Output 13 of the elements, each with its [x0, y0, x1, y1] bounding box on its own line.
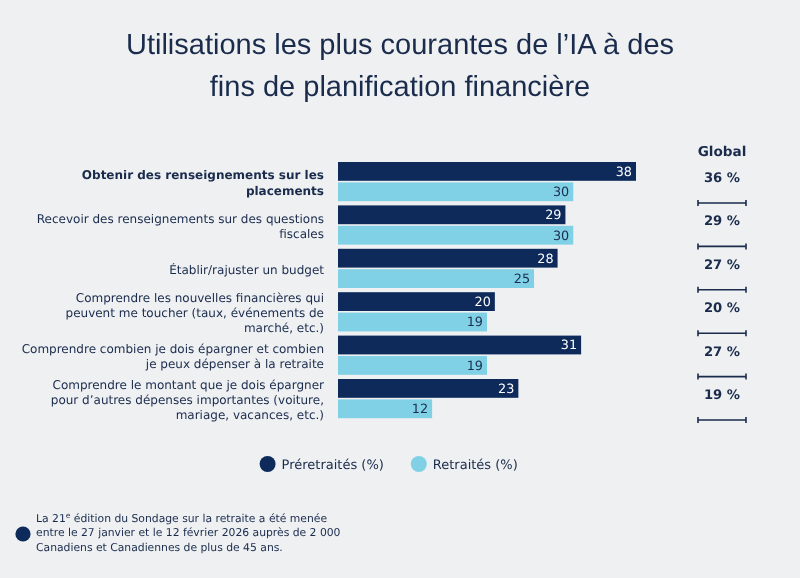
chart-title: Utilisations les plus courantes de l’IA à des fins de planification financière — [125, 30, 675, 104]
bar — [338, 248, 558, 268]
bar — [338, 225, 574, 245]
bar — [338, 162, 636, 181]
bar — [338, 312, 487, 332]
bar — [338, 269, 535, 288]
bar — [338, 292, 495, 311]
bar — [338, 182, 574, 202]
bar — [338, 356, 487, 375]
bar — [338, 399, 433, 419]
bar — [338, 379, 519, 398]
bar — [338, 205, 566, 225]
bar — [338, 335, 582, 355]
